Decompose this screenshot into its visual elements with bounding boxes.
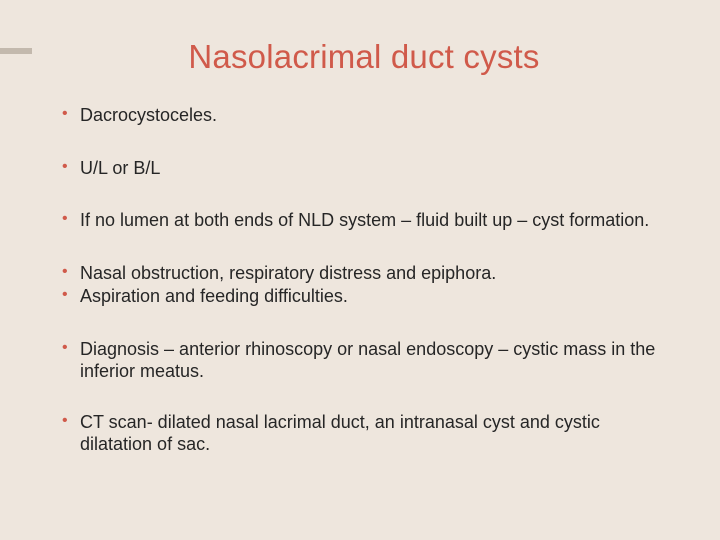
bullet-item: Diagnosis – anterior rhinoscopy or nasal…: [58, 338, 670, 383]
accent-bar: [0, 48, 32, 54]
slide: Nasolacrimal duct cysts Dacrocystoceles.…: [0, 0, 720, 540]
bullet-item: Nasal obstruction, respiratory distress …: [58, 262, 670, 285]
bullet-item: If no lumen at both ends of NLD system –…: [58, 209, 670, 232]
bullet-item: Aspiration and feeding difficulties.: [58, 285, 670, 308]
bullet-item: CT scan- dilated nasal lacrimal duct, an…: [58, 411, 670, 456]
bullet-item: Dacrocystoceles.: [58, 104, 670, 127]
slide-title: Nasolacrimal duct cysts: [58, 38, 670, 76]
bullet-item: U/L or B/L: [58, 157, 670, 180]
bullet-list: Dacrocystoceles. U/L or B/L If no lumen at…: [58, 104, 670, 456]
